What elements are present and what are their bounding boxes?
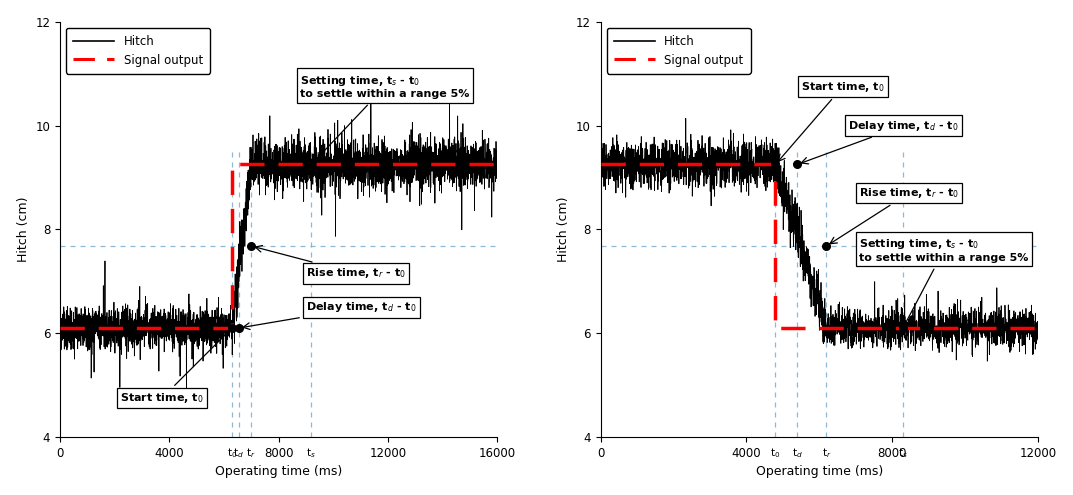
X-axis label: Operating time (ms): Operating time (ms) [215, 465, 342, 478]
Text: Start time, t$_0$: Start time, t$_0$ [778, 80, 884, 161]
Text: Setting time, t$_s$ - t$_0$
to settle within a range 5%: Setting time, t$_s$ - t$_0$ to settle wi… [859, 237, 1029, 324]
Text: t$_0$: t$_0$ [770, 446, 781, 460]
Text: Rise time, t$_r$ - t$_0$: Rise time, t$_r$ - t$_0$ [255, 246, 406, 281]
Text: Delay time, t$_d$ - t$_0$: Delay time, t$_d$ - t$_0$ [242, 300, 416, 330]
X-axis label: Operating time (ms): Operating time (ms) [755, 465, 883, 478]
Text: t$_d$: t$_d$ [234, 446, 245, 460]
Y-axis label: Hitch (cm): Hitch (cm) [17, 197, 30, 262]
Legend: Hitch, Signal output: Hitch, Signal output [65, 28, 210, 74]
Text: t$_d$: t$_d$ [792, 446, 803, 460]
Y-axis label: Hitch (cm): Hitch (cm) [557, 197, 571, 262]
Text: t$_r$: t$_r$ [247, 446, 256, 460]
Text: Start time, t$_0$: Start time, t$_0$ [120, 331, 230, 405]
Text: Delay time, t$_d$ - t$_0$: Delay time, t$_d$ - t$_0$ [802, 118, 959, 164]
Text: t$_r$: t$_r$ [822, 446, 832, 460]
Legend: Hitch, Signal output: Hitch, Signal output [606, 28, 751, 74]
Text: t$_0$: t$_0$ [226, 446, 237, 460]
Text: Setting time, t$_s$ - t$_0$
to settle within a range 5%: Setting time, t$_s$ - t$_0$ to settle wi… [300, 74, 470, 161]
Text: t$_s$: t$_s$ [307, 446, 317, 460]
Text: t$_s$: t$_s$ [898, 446, 908, 460]
Text: Rise time, t$_r$ - t$_0$: Rise time, t$_r$ - t$_0$ [831, 186, 959, 244]
